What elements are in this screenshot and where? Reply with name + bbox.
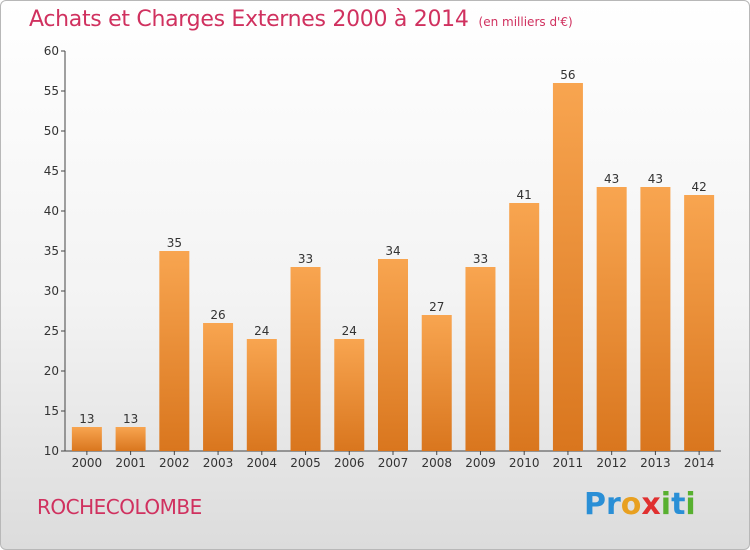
x-tick-label: 2012: [596, 456, 627, 470]
logo-letter: r: [606, 487, 621, 522]
x-tick-label: 2005: [290, 456, 321, 470]
bar-value-label: 42: [691, 180, 706, 194]
bar-2013[interactable]: [640, 187, 671, 451]
x-tick-label: 2006: [334, 456, 365, 470]
bar-2008[interactable]: [421, 315, 452, 451]
logo-letter: t: [671, 487, 686, 522]
bar-2003[interactable]: [203, 323, 234, 451]
bar-value-label: 13: [79, 412, 94, 426]
y-tick-label: 10: [44, 444, 59, 458]
logo-letter: i: [660, 487, 672, 522]
bar-value-label: 13: [123, 412, 138, 426]
bar-value-label: 35: [167, 236, 182, 250]
bar-value-label: 33: [298, 252, 313, 266]
y-tick-label: 50: [44, 124, 59, 138]
bar-value-label: 24: [254, 324, 269, 338]
y-tick-label: 35: [44, 244, 59, 258]
y-tick-label: 40: [44, 204, 59, 218]
x-tick-label: 2013: [640, 456, 671, 470]
logo-letter: P: [584, 487, 606, 522]
chart-subtitle: (en milliers d'€): [478, 15, 573, 29]
chart-title-text: Achats et Charges Externes 2000 à 2014: [29, 7, 469, 32]
axes: 10 15 20 25 30 35 40 45 50 55 60 2000 2001 2002 2003 20…: [44, 44, 721, 470]
chart-title: Achats et Charges Externes 2000 à 2014 (e…: [29, 7, 573, 32]
bar-2011[interactable]: [552, 83, 583, 451]
logo-letter: x: [641, 487, 661, 522]
y-tick-label: 60: [44, 44, 59, 58]
bar-labels: 13 13 35 26 24 33 24 34 27 33 41 56 43 43 42: [79, 68, 707, 426]
bar-value-label: 26: [210, 308, 225, 322]
logo-letter: i: [685, 487, 696, 522]
x-tick-label: 2007: [378, 456, 409, 470]
y-tick-label: 55: [44, 84, 59, 98]
bar-value-label: 33: [473, 252, 488, 266]
bar-2014[interactable]: [684, 195, 715, 451]
x-tick-label: 2014: [684, 456, 715, 470]
y-tick-label: 15: [44, 404, 59, 418]
x-tick-label: 2001: [115, 456, 146, 470]
x-tick-label: 2008: [421, 456, 452, 470]
bar-2004[interactable]: [246, 339, 277, 451]
proxiti-logo[interactable]: Proxiti: [584, 487, 696, 522]
logo-letter: o: [620, 487, 642, 522]
bar-value-label: 41: [517, 188, 532, 202]
y-tick-label: 30: [44, 284, 59, 298]
x-tick-label: 2010: [509, 456, 540, 470]
bar-value-label: 34: [385, 244, 400, 258]
x-tick-label: 2003: [203, 456, 234, 470]
y-tick-label: 25: [44, 324, 59, 338]
bar-value-label: 56: [560, 68, 575, 82]
bar-2012[interactable]: [596, 187, 627, 451]
bar-2006[interactable]: [334, 339, 365, 451]
bars: [71, 83, 715, 451]
bar-value-label: 43: [604, 172, 619, 186]
x-tick-label: 2009: [465, 456, 496, 470]
x-tick-label: 2000: [72, 456, 103, 470]
bar-value-label: 27: [429, 300, 444, 314]
x-tick-label: 2002: [159, 456, 190, 470]
x-tick-label: 2004: [247, 456, 278, 470]
bar-value-label: 43: [648, 172, 663, 186]
bar-2010[interactable]: [509, 203, 540, 451]
y-tick-label: 45: [44, 164, 59, 178]
bar-2007[interactable]: [378, 259, 408, 451]
x-tick-label: 2011: [553, 456, 584, 470]
commune-name: ROCHECOLOMBE: [37, 495, 202, 519]
bar-2000[interactable]: [71, 427, 102, 451]
bar-2002[interactable]: [159, 251, 190, 451]
bar-2005[interactable]: [290, 267, 321, 451]
bar-value-label: 24: [342, 324, 357, 338]
y-tick-label: 20: [44, 364, 59, 378]
bar-2009[interactable]: [465, 267, 496, 451]
bar-2001[interactable]: [115, 427, 146, 451]
